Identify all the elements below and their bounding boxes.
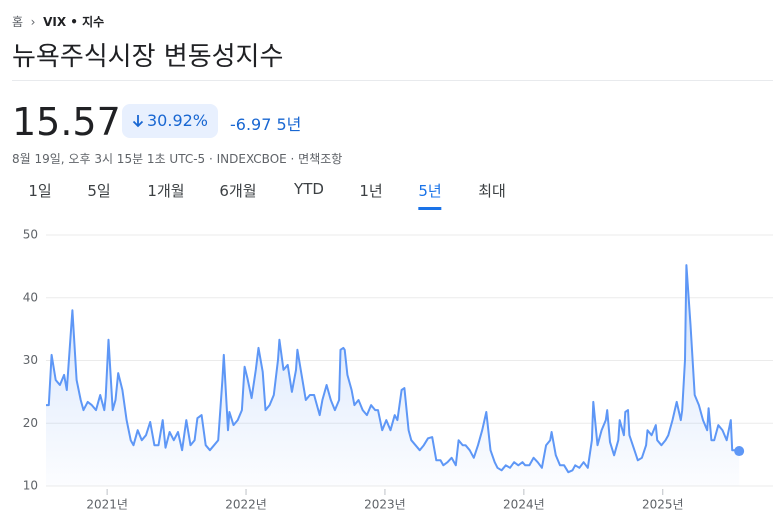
breadcrumb-home[interactable]: 홈: [12, 15, 24, 29]
divider: [12, 80, 773, 81]
range-tab[interactable]: 6개월: [219, 182, 257, 200]
breadcrumb-current: VIX • 지수: [43, 15, 105, 29]
x-tick-label: 2022년: [225, 498, 267, 512]
change: -6.97 5년: [230, 111, 301, 135]
last-point: [734, 446, 745, 457]
range-tab[interactable]: 5년: [418, 180, 442, 210]
range-tab[interactable]: YTD: [294, 180, 324, 198]
line: [46, 264, 740, 474]
change-percent: 30.92%: [147, 111, 209, 130]
timestamp: 8월 19일, 오후 3시 15분 1초 UTC-5 · INDEXCBOE ·…: [12, 152, 343, 166]
y-tick-label: 40: [23, 290, 38, 304]
range-tab[interactable]: 1년: [359, 182, 383, 200]
x-tick-label: 2023년: [364, 498, 406, 512]
y-tick-label: 50: [23, 228, 38, 242]
x-tick-label: 2025년: [642, 498, 684, 512]
range-tab[interactable]: 1개월: [147, 182, 185, 200]
change-period: 5년: [276, 115, 302, 134]
range-tab[interactable]: 1일: [28, 182, 52, 200]
down-arrow: [132, 115, 144, 128]
y-tick-label: 10: [23, 479, 38, 493]
y-tick-label: 20: [23, 416, 38, 430]
change-value: -6.97: [230, 115, 272, 134]
x-tick-label: 2024년: [503, 498, 545, 512]
breadcrumb: 홈 › VIX • 지수: [12, 15, 105, 29]
change-chip: 30.92%: [122, 104, 219, 138]
y-tick-label: 30: [23, 353, 38, 367]
price: 15.57: [12, 100, 121, 144]
x-tick-label: 2021년: [86, 498, 128, 512]
range-tab[interactable]: 5일: [87, 182, 111, 200]
page-title: 뉴욕주식시장 변동성지수: [12, 42, 284, 72]
range-tab[interactable]: 최대: [478, 182, 506, 200]
